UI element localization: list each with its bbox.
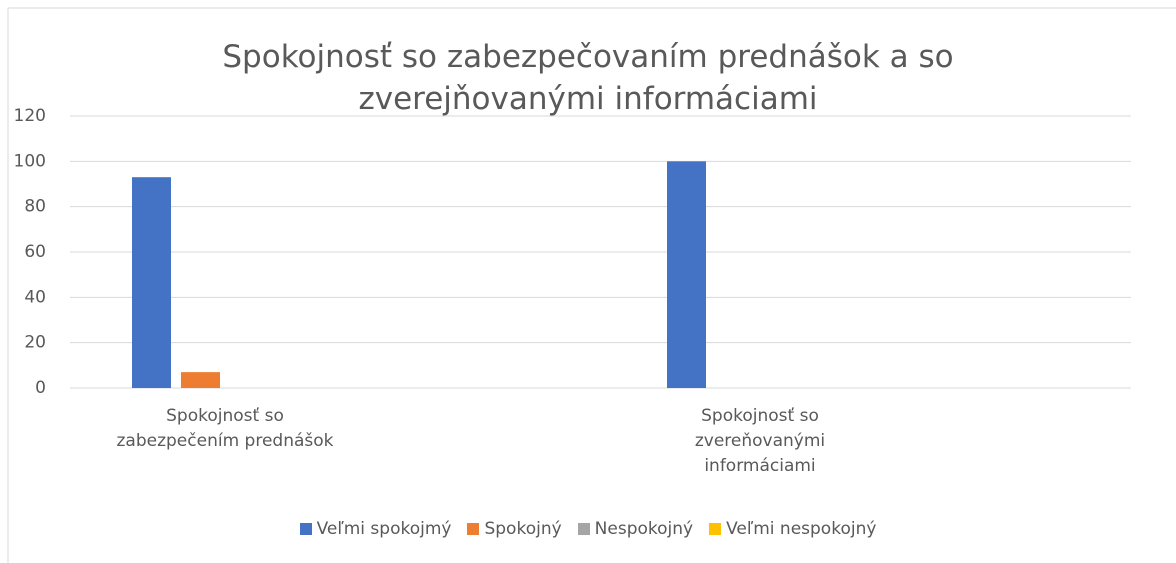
y-tick-label: 80	[24, 197, 46, 217]
legend-swatch	[299, 523, 312, 535]
bar	[132, 177, 171, 388]
y-tick-label: 60	[24, 242, 46, 262]
legend-label: Nespokojný	[594, 519, 694, 539]
x-tick-label: Spokojnosť so zvereňovanými informáciami	[694, 406, 826, 476]
legend-swatch	[709, 523, 722, 535]
y-tick-label: 40	[24, 287, 46, 307]
legend-item: Spokojný	[467, 519, 562, 539]
legend-item: Veľmi spokojmý	[299, 519, 452, 539]
legend-item: Nespokojný	[577, 519, 694, 539]
legend: Veľmi spokojmý Spokojný Nespokojný Veľmi ne…	[0, 519, 1176, 539]
y-tick-label: 20	[24, 333, 46, 353]
y-tick-label: 120	[14, 106, 46, 126]
legend-item: Veľmi nespokojný	[709, 519, 876, 539]
legend-label: Veľmi nespokojný	[726, 519, 877, 539]
y-tick-label: 0	[35, 378, 46, 398]
bar	[667, 161, 706, 388]
x-tick-label: Spokojnosť so zabezpečením prednášok	[116, 406, 334, 451]
chart-title: Spokojnosť so zabezpečovaním prednášok a…	[222, 39, 954, 117]
y-tick-label: 100	[14, 151, 46, 171]
legend-swatch	[577, 523, 590, 535]
bar	[181, 372, 220, 388]
legend-swatch	[467, 523, 480, 535]
legend-label: Veľmi spokojmý	[316, 519, 452, 539]
legend-label: Spokojný	[484, 519, 562, 539]
